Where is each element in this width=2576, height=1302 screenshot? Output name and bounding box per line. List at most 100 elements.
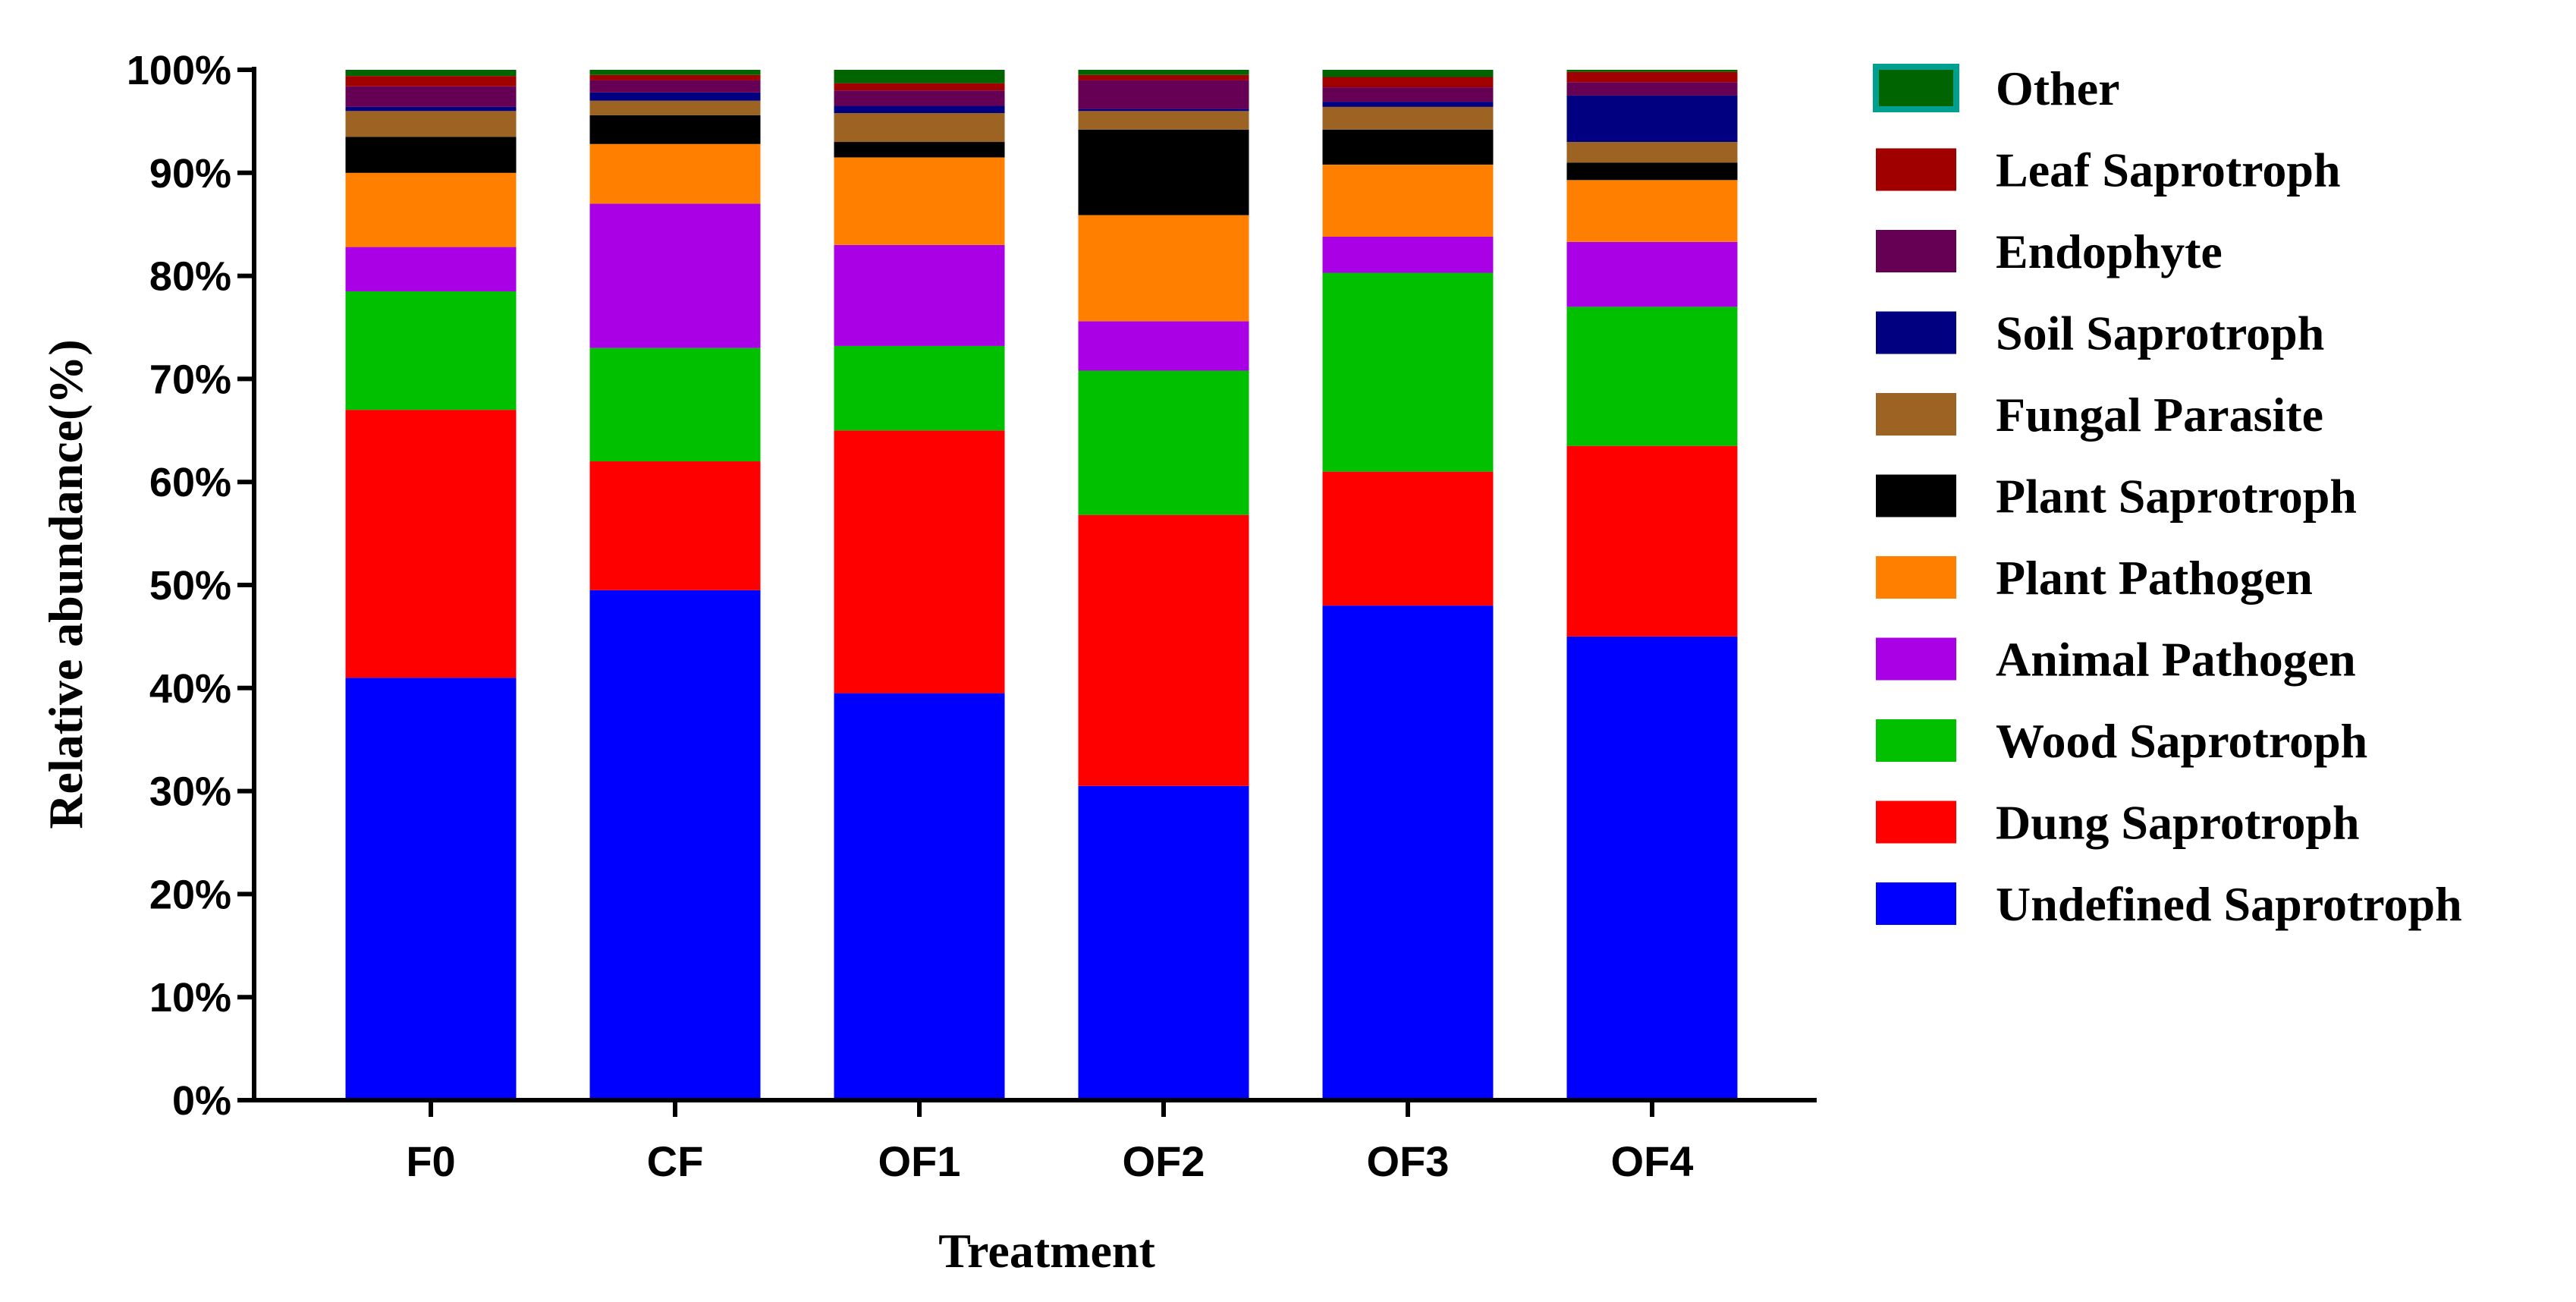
legend-label-undefined-saprotroph: Undefined Saprotroph [1996,877,2462,931]
y-tick-label: 40% [149,666,231,712]
bar-segment-of3-dung-saprotroph [1322,471,1494,606]
bar-segment-cf-animal-pathogen [589,203,761,348]
bar-segment-of4-plant-saprotroph [1566,162,1738,181]
bar-segment-of3-wood-saprotroph [1322,272,1494,472]
legend-swatch-plant-saprotroph [1876,474,1956,517]
bar-segment-f0-leaf-saprotroph [345,76,517,86]
bar-segment-of2-fungal-parasite [1078,111,1249,130]
bar-segment-f0-plant-pathogen [345,172,517,247]
bar-segment-of1-fungal-parasite [834,113,1005,143]
bar-segment-of4-soil-saprotroph [1566,95,1738,143]
legend-swatch-undefined-saprotroph [1876,882,1956,925]
bar-segment-f0-fungal-parasite [345,111,517,137]
bar-segment-of3-endophyte [1322,87,1494,102]
legend-label-leaf-saprotroph: Leaf Saprotroph [1996,143,2341,197]
bar-segment-of1-undefined-saprotroph [834,693,1005,1100]
bar-segment-of2-leaf-saprotroph [1078,74,1249,80]
bar-segment-cf-plant-saprotroph [589,115,761,144]
bar-segment-f0-wood-saprotroph [345,291,517,410]
bar-segment-of4-undefined-saprotroph [1566,636,1738,1100]
bar-segment-f0-other [345,70,517,77]
bar-segment-f0-plant-saprotroph [345,137,517,173]
bar-segment-f0-soil-saprotroph [345,106,517,112]
bar-segment-of3-plant-pathogen [1322,164,1494,237]
y-tick-label: 0% [172,1078,231,1124]
bar-segment-of3-other [1322,70,1494,77]
axes-layer: 0% 10% 20% 30% 40% 50% 60% 70% 80% 90% 100% F0 CF OF1… [127,48,1817,1185]
legend-swatch-fungal-parasite [1876,393,1956,436]
legend-label-fungal-parasite: Fungal Parasite [1996,388,2323,442]
bar-segment-of2-plant-pathogen [1078,215,1249,322]
bar-segment-of3-plant-saprotroph [1322,129,1494,165]
bar-segment-of3-undefined-saprotroph [1322,605,1494,1100]
bar-segment-f0-undefined-saprotroph [345,678,517,1100]
bar-segment-cf-soil-saprotroph [589,92,761,101]
legend-label-endophyte: Endophyte [1996,225,2223,278]
x-tick-label: OF1 [878,1137,961,1185]
y-tick-label: 70% [149,357,231,402]
legend-label-animal-pathogen: Animal Pathogen [1996,633,2356,687]
bar-segment-of4-fungal-parasite [1566,142,1738,163]
legend-swatch-dung-saprotroph [1876,800,1956,844]
y-tick-label: 60% [149,460,231,505]
legend-swatch-endophyte [1876,230,1956,272]
bar-segment-of4-dung-saprotroph [1566,445,1738,637]
bar-segment-of1-wood-saprotroph [834,345,1005,431]
bar-segment-cf-fungal-parasite [589,100,761,115]
legend-swatch-wood-saprotroph [1876,719,1956,762]
legend-label-plant-saprotroph: Plant Saprotroph [1996,470,2357,524]
bar-segment-of1-endophyte [834,90,1005,106]
bar-segment-f0-endophyte [345,86,517,107]
legend-label-other: Other [1996,61,2120,115]
bar-segment-cf-plant-pathogen [589,143,761,204]
x-tick-label: OF3 [1367,1137,1450,1185]
bar-segment-of4-animal-pathogen [1566,241,1738,307]
x-axis-title: Treatment [938,1224,1155,1278]
legend: Other Leaf Saprotroph Endophyte Soil Saprot… [1873,61,2462,931]
x-tick-label: OF4 [1611,1137,1694,1185]
bar-segment-of2-wood-saprotroph [1078,370,1249,515]
bars-layer [345,70,1738,1100]
bar-segment-of4-endophyte [1566,82,1738,96]
bar-segment-of2-animal-pathogen [1078,321,1249,371]
bar-segment-of2-endophyte [1078,80,1249,109]
bar-segment-of1-animal-pathogen [834,244,1005,346]
bar-segment-cf-other [589,70,761,75]
bar-segment-of1-plant-saprotroph [834,142,1005,158]
bar-segment-cf-dung-saprotroph [589,461,761,590]
bar-segment-of1-other [834,70,1005,83]
bar-segment-cf-leaf-saprotroph [589,74,761,80]
bar-segment-cf-wood-saprotroph [589,348,761,462]
bar-segment-of2-other [1078,70,1249,75]
bar-segment-of3-leaf-saprotroph [1322,77,1494,88]
legend-label-soil-saprotroph: Soil Saprotroph [1996,307,2324,360]
bar-segment-of2-plant-saprotroph [1078,129,1249,215]
x-tick-label: F0 [406,1137,455,1185]
legend-swatch-other [1873,64,1959,112]
y-tick-label: 100% [127,48,231,93]
x-tick-label: OF2 [1123,1137,1205,1185]
legend-label-wood-saprotroph: Wood Saprotroph [1996,714,2367,768]
bar-segment-of2-dung-saprotroph [1078,514,1249,786]
bar-segment-of4-wood-saprotroph [1566,307,1738,446]
y-tick-label: 50% [149,563,231,609]
bar-segment-of3-animal-pathogen [1322,236,1494,273]
y-tick-label: 10% [149,975,231,1021]
legend-swatch-animal-pathogen [1876,637,1956,681]
bar-segment-f0-animal-pathogen [345,247,517,291]
legend-label-plant-pathogen: Plant Pathogen [1996,551,2313,605]
y-tick-label: 20% [149,872,231,917]
y-tick-label: 30% [149,769,231,815]
bar-segment-of4-other [1566,70,1738,72]
bar-segment-of3-soil-saprotroph [1322,102,1494,107]
bar-segment-of1-soil-saprotroph [834,105,1005,114]
bar-segment-of2-undefined-saprotroph [1078,785,1249,1100]
bar-segment-of3-fungal-parasite [1322,106,1494,130]
bar-segment-of1-plant-pathogen [834,157,1005,245]
legend-swatch-soil-saprotroph [1876,311,1956,354]
bar-segment-of4-leaf-saprotroph [1566,71,1738,83]
legend-swatch-leaf-saprotroph [1876,148,1956,191]
bar-segment-of1-dung-saprotroph [834,430,1005,693]
bar-segment-cf-undefined-saprotroph [589,590,761,1100]
